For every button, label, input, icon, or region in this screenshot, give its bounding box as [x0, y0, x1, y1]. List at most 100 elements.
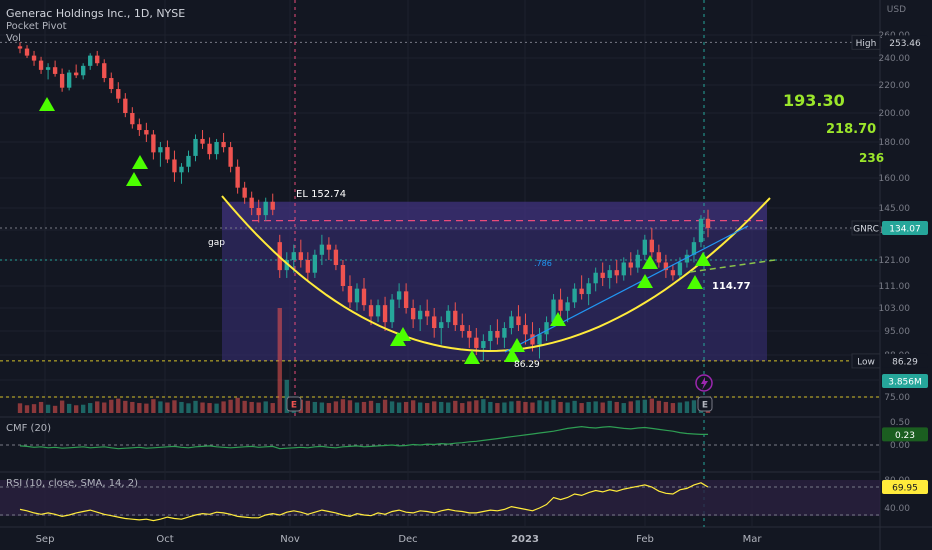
- volume-bar: [439, 401, 444, 413]
- volume-bar: [396, 402, 402, 413]
- candle-body: [614, 270, 619, 276]
- volume-bar: [116, 398, 121, 413]
- candle-body: [593, 272, 598, 284]
- price-tick: 240.00: [879, 54, 911, 64]
- time-tick: Oct: [156, 534, 173, 545]
- candle-body: [502, 328, 507, 338]
- low-value: 86.29: [892, 357, 918, 367]
- candle-body: [607, 270, 612, 278]
- last-badge: [882, 220, 928, 235]
- candle-body: [326, 244, 332, 250]
- candle-body: [460, 325, 465, 331]
- candle-body: [228, 147, 233, 167]
- volume-bar: [579, 403, 584, 413]
- candle-body: [109, 78, 114, 90]
- pocket-pivot-triangle: [39, 97, 55, 111]
- volume-bar: [319, 402, 325, 413]
- candle-body: [579, 288, 584, 295]
- volume-bar: [403, 401, 409, 413]
- volume-bar: [572, 400, 577, 413]
- candle-body: [59, 73, 65, 88]
- candle-body: [698, 218, 704, 243]
- chart-title: Generac Holdings Inc., 1D, NYSE: [6, 7, 186, 20]
- support-label: 114.77: [712, 281, 751, 292]
- pocket-pivot-triangle: [132, 155, 148, 169]
- upper-zone: [222, 201, 767, 230]
- volume-bar: [368, 400, 374, 413]
- earnings-badge: [697, 396, 713, 412]
- candle-body: [691, 242, 697, 255]
- volume-bar: [38, 401, 44, 413]
- volume-bar: [460, 403, 465, 413]
- volume-bar: [467, 401, 472, 413]
- candle-body: [38, 60, 44, 70]
- volume-bar: [333, 401, 339, 413]
- candle-body: [474, 337, 479, 348]
- candle-body: [102, 63, 107, 79]
- candle-body: [361, 288, 367, 306]
- price-tick: 145.00: [879, 204, 911, 214]
- candle-body: [263, 201, 268, 216]
- candle-body: [144, 130, 149, 135]
- volume-bar: [516, 400, 521, 413]
- low-tag: [851, 353, 881, 369]
- volume-bar: [151, 399, 156, 413]
- price-tick: 95.00: [884, 327, 910, 337]
- volume-bar: [389, 401, 395, 413]
- candle-body: [130, 113, 135, 125]
- candle-body: [368, 305, 374, 317]
- volume-bar: [172, 400, 177, 413]
- volume-bar: [417, 402, 423, 413]
- currency-label: USD: [887, 5, 906, 15]
- candle-body: [649, 239, 655, 253]
- volume-bar: [59, 400, 65, 413]
- candle-body: [432, 316, 437, 329]
- price-tick: 220.00: [879, 81, 911, 91]
- candle-body: [186, 155, 191, 167]
- candle-body: [439, 322, 444, 329]
- indicator-pocket-pivot: Pocket Pivot: [6, 21, 67, 32]
- volume-bar: [52, 405, 58, 413]
- volume-bar: [123, 400, 128, 413]
- candle-body: [586, 283, 591, 295]
- time-tick: Nov: [280, 534, 300, 545]
- lightning-icon: [701, 377, 708, 390]
- price-tick: 75.00: [884, 393, 910, 403]
- volume-bar: [242, 400, 247, 413]
- volume-bar: [593, 401, 598, 413]
- volume-bar: [635, 400, 640, 413]
- candle-body: [158, 147, 163, 153]
- volume-bar: [361, 401, 367, 413]
- volume-bar: [326, 403, 332, 413]
- pocket-pivot-triangle: [464, 350, 480, 364]
- volume-bar: [474, 400, 479, 413]
- candle-body: [453, 310, 458, 326]
- volume-bar: [214, 403, 219, 413]
- candle-body: [467, 331, 472, 338]
- candle-body: [488, 331, 493, 342]
- volume-bar: [45, 404, 51, 413]
- pocket-pivot-triangle: [637, 274, 653, 288]
- candle-body: [425, 310, 430, 317]
- candle-body: [642, 239, 647, 255]
- candle-body: [656, 252, 662, 263]
- volume-bar: [284, 379, 289, 413]
- candle-body: [319, 244, 325, 255]
- high-value: 253.46: [889, 39, 921, 49]
- pocket-pivot-triangle: [695, 252, 711, 266]
- candle-body: [705, 218, 711, 228]
- time-tick: Sep: [36, 534, 55, 545]
- volume-bar: [670, 403, 676, 413]
- candle-body: [481, 341, 486, 348]
- volume-bar: [109, 399, 114, 413]
- candle-body: [81, 65, 86, 76]
- cmf-line: [19, 425, 708, 450]
- volume-bar: [544, 401, 549, 413]
- volume-bar: [614, 401, 619, 413]
- volume-bar: [221, 401, 226, 413]
- volume-bar: [73, 405, 79, 413]
- volume-bar: [347, 400, 353, 413]
- volume-value: 3.856M: [888, 378, 922, 388]
- high-tag: [851, 34, 881, 50]
